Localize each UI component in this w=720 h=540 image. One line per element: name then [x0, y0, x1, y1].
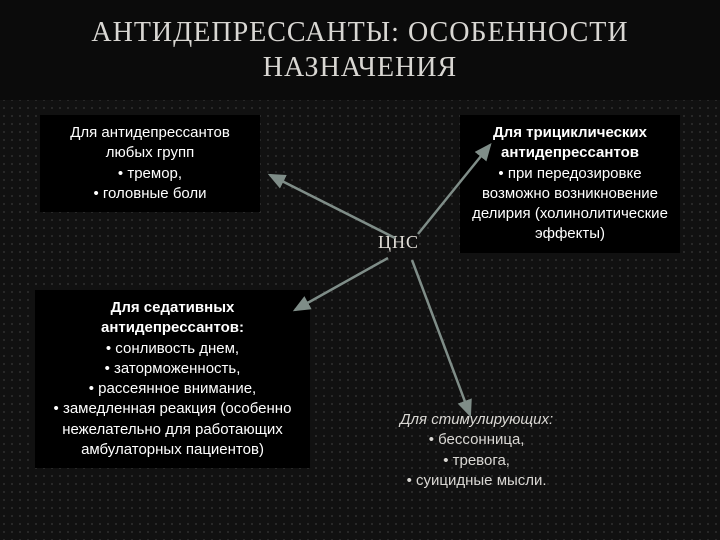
- box-sedative-item: • сонливость днем,: [45, 339, 300, 359]
- box-tricyclic: Для трициклических антидепрессантов • пр…: [460, 115, 680, 253]
- box-tricyclic-item: • при передозировке возможно возникновен…: [470, 164, 670, 245]
- box-sedative-heading: Для седативных антидепрессантов:: [45, 298, 300, 339]
- box-any-heading: Для антидепрессантов любых групп: [50, 123, 250, 164]
- center-label-cns: ЦНС: [378, 232, 419, 253]
- slide-title: АНТИДЕПРЕССАНТЫ: ОСОБЕННОСТИ НАЗНАЧЕНИЯ: [40, 15, 680, 85]
- box-any-item: • головные боли: [50, 184, 250, 204]
- box-any-item: • тремор,: [50, 164, 250, 184]
- box-sedative-item: • рассеянное внимание,: [45, 379, 300, 399]
- box-stimul-heading: Для стимулирующих:: [400, 410, 553, 430]
- box-stimul-item: • суицидные мысли.: [400, 471, 553, 491]
- box-stimul-item: • бессонница,: [400, 430, 553, 450]
- title-band: АНТИДЕПРЕССАНТЫ: ОСОБЕННОСТИ НАЗНАЧЕНИЯ: [0, 0, 720, 100]
- box-tricyclic-heading: Для трициклических антидепрессантов: [470, 123, 670, 164]
- box-stimulating: Для стимулирующих: • бессонница, • трево…: [400, 410, 553, 491]
- arrow: [270, 175, 395, 238]
- box-sedative-item: • заторможенность,: [45, 359, 300, 379]
- box-any-group: Для антидепрессантов любых групп • тремо…: [40, 115, 260, 212]
- arrow: [412, 260, 470, 415]
- box-sedative-item: • замедленная реакция (особенно нежелате…: [45, 399, 300, 460]
- box-sedative: Для седативных антидепрессантов: • сонли…: [35, 290, 310, 468]
- box-stimul-item: • тревога,: [400, 451, 553, 471]
- slide-root: АНТИДЕПРЕССАНТЫ: ОСОБЕННОСТИ НАЗНАЧЕНИЯ …: [0, 0, 720, 540]
